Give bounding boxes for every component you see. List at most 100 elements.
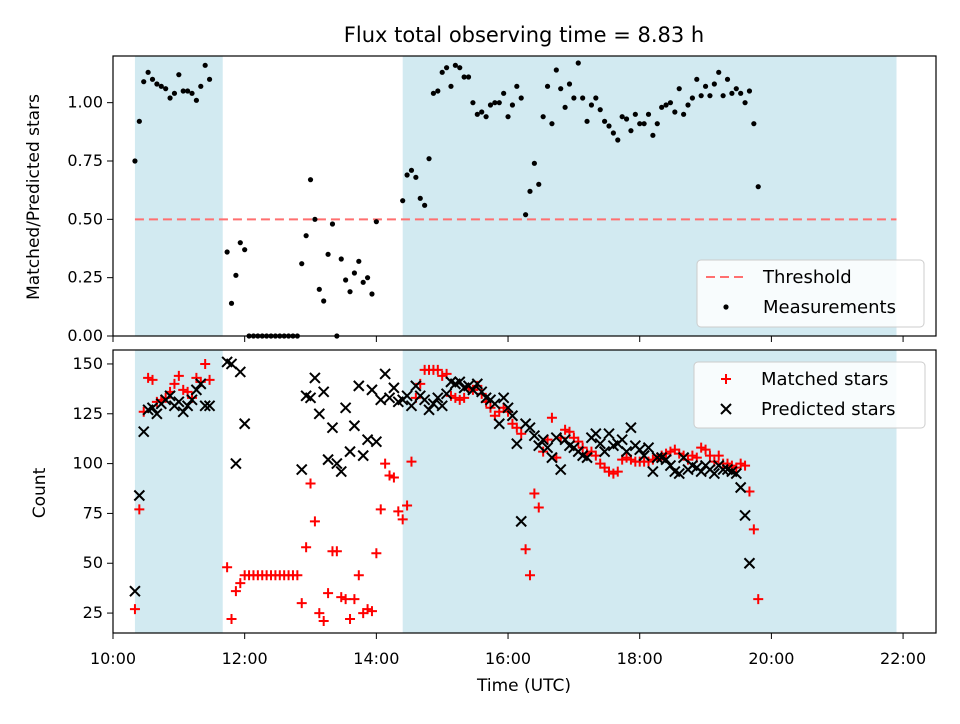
matched-star-point bbox=[345, 614, 356, 625]
measurement-point bbox=[619, 114, 625, 120]
predicted-star-point bbox=[642, 441, 655, 454]
y-tick-label: 50 bbox=[83, 553, 103, 572]
measurement-point bbox=[733, 86, 739, 92]
measurement-point bbox=[496, 100, 502, 106]
x-tick-label: 12:00 bbox=[222, 649, 268, 668]
measurement-point bbox=[527, 188, 533, 194]
measurement-point bbox=[443, 65, 450, 71]
measurement-point bbox=[751, 121, 757, 127]
measurement-point bbox=[549, 121, 555, 127]
measurement-point bbox=[158, 83, 164, 89]
measurement-point bbox=[659, 104, 665, 110]
matched-star-point bbox=[204, 374, 215, 385]
predicted-star-point bbox=[743, 557, 756, 569]
predicted-star-point bbox=[388, 382, 400, 394]
measurement-point bbox=[417, 195, 423, 201]
measurement-point bbox=[364, 275, 371, 281]
measurement-point bbox=[343, 277, 349, 283]
matched-star-point bbox=[309, 516, 320, 527]
matched-star-point bbox=[200, 358, 211, 369]
predicted-star-point bbox=[383, 392, 396, 404]
legend-measurement-label: Measurements bbox=[763, 297, 896, 318]
matched-star-point bbox=[129, 604, 140, 615]
measurement-point bbox=[672, 109, 678, 115]
measurement-point bbox=[426, 156, 432, 162]
measurement-point bbox=[663, 102, 669, 108]
measurement-point bbox=[206, 76, 213, 82]
legend-measurement-swatch bbox=[723, 304, 729, 310]
predicted-star-point bbox=[603, 427, 615, 440]
x-tick-label: 18:00 bbox=[617, 649, 663, 668]
legend-box bbox=[696, 259, 925, 328]
measurement-point bbox=[176, 72, 182, 78]
matched-star-point bbox=[340, 594, 351, 605]
matched-star-point bbox=[735, 458, 746, 469]
measurement-point bbox=[685, 102, 691, 108]
matched-star-point bbox=[362, 604, 373, 615]
measurement-point bbox=[325, 251, 331, 257]
matched-star-point bbox=[713, 450, 724, 461]
predicted-star-point bbox=[339, 402, 352, 414]
measurement-point bbox=[400, 198, 406, 204]
measurement-point bbox=[167, 95, 173, 101]
predicted-star-point bbox=[506, 410, 519, 422]
predicted-star-point bbox=[357, 449, 369, 462]
predicted-star-point bbox=[695, 465, 707, 478]
matched-star-point bbox=[397, 514, 408, 525]
measurement-point bbox=[509, 102, 516, 108]
predicted-star-point bbox=[344, 445, 356, 458]
measurement-point bbox=[584, 118, 590, 124]
predicted-star-point bbox=[673, 467, 685, 480]
bottom-panel: 25 50 75 100 125 150 10:00 12:00 14:00 16:00 18:00… bbox=[72, 349, 937, 668]
matched-star-point bbox=[560, 424, 571, 435]
matched-star-point bbox=[621, 452, 632, 463]
measurement-point bbox=[492, 100, 498, 106]
predicted-star-point bbox=[234, 366, 246, 378]
predicted-star-point bbox=[146, 402, 159, 414]
predicted-star-point bbox=[717, 463, 729, 476]
matched-star-point bbox=[437, 370, 448, 381]
measurement-point bbox=[224, 249, 230, 255]
predicted-star-point bbox=[708, 467, 721, 480]
predicted-star-point bbox=[440, 388, 453, 400]
measurement-point bbox=[202, 62, 208, 68]
predicted-star-point bbox=[677, 451, 690, 464]
predicted-star-point bbox=[467, 384, 479, 396]
matched-star-point bbox=[318, 616, 329, 627]
predicted-star-point bbox=[225, 358, 238, 370]
measurement-point bbox=[540, 114, 546, 120]
matched-star-point bbox=[143, 372, 154, 383]
predicted-star-point bbox=[625, 422, 637, 434]
predicted-star-point bbox=[734, 481, 747, 494]
matched-star-point bbox=[230, 586, 241, 597]
measurement-point bbox=[189, 90, 195, 96]
x-tick-label: 10:00 bbox=[90, 649, 136, 668]
predicted-star-point bbox=[401, 390, 413, 402]
x-tick-label: 20:00 bbox=[748, 649, 794, 668]
predicted-star-point bbox=[151, 408, 163, 420]
predicted-star-point bbox=[370, 435, 383, 448]
matched-star-point bbox=[687, 450, 698, 461]
measurement-point bbox=[505, 114, 511, 120]
matched-star-point bbox=[353, 570, 364, 581]
matched-star-point bbox=[704, 450, 715, 461]
predicted-star-point bbox=[195, 378, 207, 390]
matched-star-point bbox=[305, 478, 316, 489]
predicted-star-point bbox=[326, 422, 339, 434]
matched-star-point bbox=[511, 422, 522, 433]
matched-star-point bbox=[573, 436, 584, 447]
measurement-point bbox=[237, 240, 243, 246]
measurement-point bbox=[149, 76, 156, 82]
bottom-legend: Matched stars Predicted stars bbox=[693, 361, 926, 429]
measurement-point bbox=[299, 261, 305, 267]
measurement-point bbox=[404, 172, 410, 178]
predicted-star-point bbox=[502, 402, 514, 414]
measurement-point bbox=[136, 118, 142, 124]
measurement-point bbox=[698, 93, 704, 99]
predicted-star-point bbox=[410, 380, 422, 392]
predicted-star-point bbox=[541, 441, 554, 454]
measurement-point bbox=[185, 88, 191, 94]
predicted-star-point bbox=[524, 422, 536, 434]
measurement-point bbox=[562, 104, 568, 110]
measurement-point bbox=[329, 221, 336, 227]
